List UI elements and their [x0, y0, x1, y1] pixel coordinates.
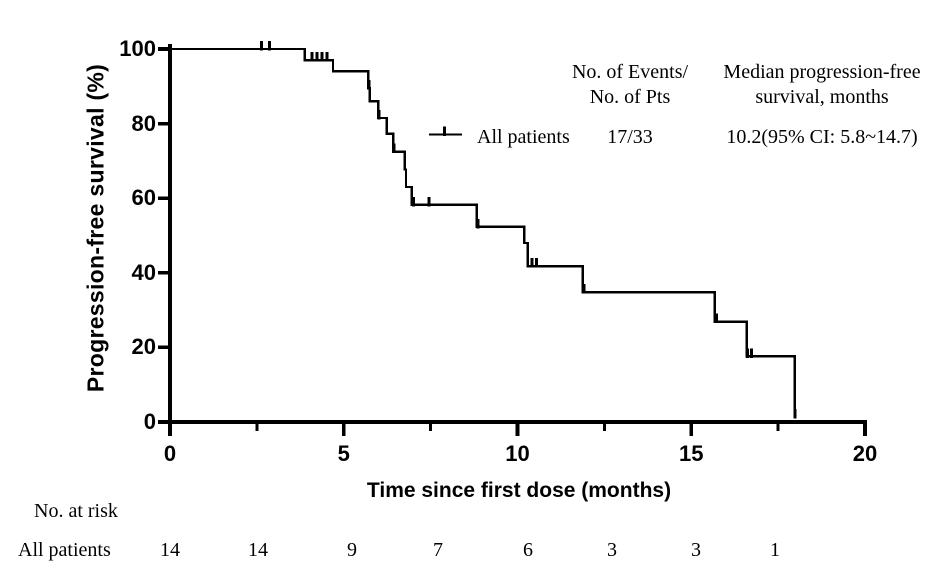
median-header-line2: survival, months — [755, 86, 889, 108]
x-tick-label: 5 — [337, 441, 350, 466]
y-tick-label: 80 — [131, 110, 156, 136]
risk-count: 3 — [691, 539, 701, 561]
legend-series-label: All patients — [477, 126, 570, 148]
risk-count: 9 — [347, 539, 357, 561]
risk-table-title: No. at risk — [34, 500, 118, 522]
risk-count: 3 — [607, 539, 617, 561]
median-column-header: Median progression-free survival, months — [703, 60, 931, 110]
x-tick-label: 20 — [852, 441, 878, 466]
events-column-header: No. of Events/ No. of Pts — [550, 60, 710, 110]
risk-count: 7 — [433, 539, 443, 561]
x-axis-title: Time since first dose (months) — [366, 479, 672, 502]
events-header-line2: No. of Pts — [589, 86, 671, 108]
x-tick-label: 10 — [505, 441, 530, 466]
events-header-line1: No. of Events/ — [571, 61, 689, 83]
y-tick-label: 100 — [119, 36, 156, 61]
x-tick-label: 0 — [163, 441, 177, 466]
risk-row-label: All patients — [18, 539, 111, 561]
risk-count: 14 — [160, 539, 180, 561]
y-tick-label: 0 — [143, 409, 156, 434]
risk-count: 6 — [523, 539, 533, 561]
legend-median-value: 10.2(95% CI: 5.8~14.7) — [726, 126, 918, 148]
x-tick-label: 15 — [679, 441, 704, 466]
legend-events-value: 17/33 — [607, 126, 653, 148]
risk-count: 14 — [248, 539, 268, 561]
y-tick-label: 40 — [131, 259, 156, 285]
risk-count: 1 — [770, 539, 780, 561]
median-header-line1: Median progression-free — [723, 61, 921, 83]
y-tick-label: 60 — [131, 185, 156, 211]
y-tick-label: 20 — [131, 334, 156, 360]
